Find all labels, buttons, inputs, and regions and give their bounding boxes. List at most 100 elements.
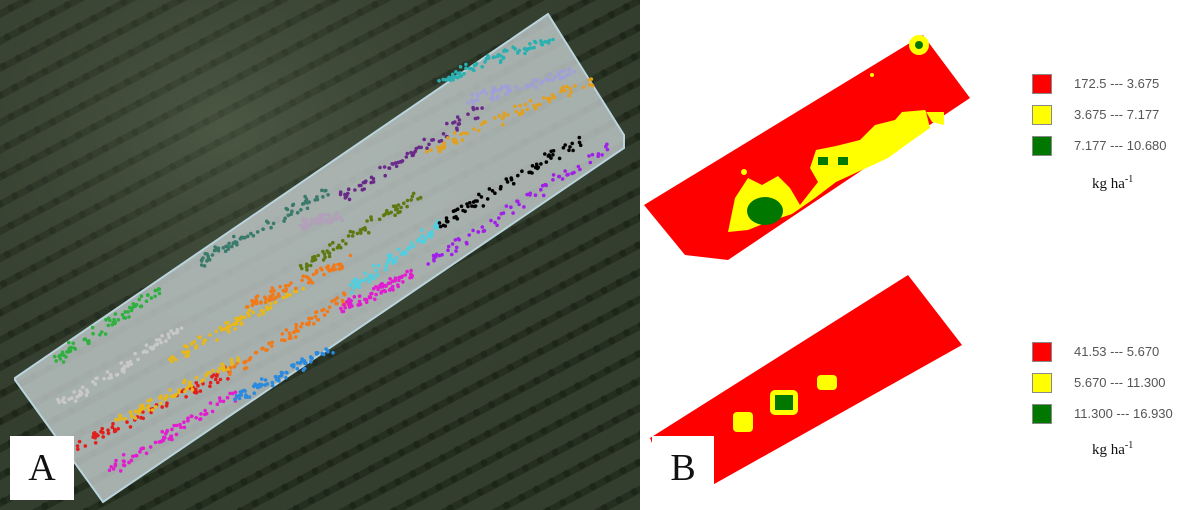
plant-point: [91, 331, 95, 336]
plant-point: [154, 338, 159, 342]
plant-point: [309, 316, 314, 321]
plant-point: [216, 380, 220, 385]
legend-item: 11.300 --- 16.930: [1032, 402, 1192, 427]
plant-point: [410, 153, 415, 158]
plant-point: [222, 368, 227, 372]
plant-point: [229, 357, 234, 362]
plant-point: [68, 349, 73, 353]
legend-unit: kg ha-1: [1092, 174, 1133, 193]
plant-point: [515, 50, 520, 55]
plant-point: [501, 56, 506, 60]
plant-point: [174, 423, 179, 428]
plant-point: [179, 326, 184, 330]
plant-point: [315, 197, 320, 202]
plant-point: [515, 199, 519, 203]
plant-point: [328, 243, 332, 247]
plant-point: [210, 409, 215, 414]
plant-point: [390, 162, 395, 166]
plant-point: [371, 180, 376, 184]
plant-point: [160, 405, 164, 409]
plant-point: [553, 75, 557, 80]
plant-point: [596, 154, 600, 158]
plant-point: [243, 315, 247, 320]
plant-point: [405, 198, 410, 203]
plant-point: [112, 317, 116, 322]
plant-point: [109, 465, 113, 469]
plant-point: [214, 248, 219, 252]
plant-point: [100, 426, 104, 431]
plant-point: [106, 431, 111, 436]
plant-point: [577, 140, 582, 145]
plant-point: [409, 150, 413, 155]
plant-point: [150, 408, 155, 412]
plant-point: [420, 228, 424, 232]
plant-point: [166, 332, 171, 337]
plant-point: [473, 199, 478, 203]
plant-point: [316, 351, 320, 355]
plant-point: [399, 205, 403, 210]
plant-point: [499, 211, 504, 216]
plant-point: [290, 203, 295, 207]
plant-point: [367, 280, 372, 284]
plant-point: [416, 197, 420, 201]
plant-point: [58, 353, 62, 358]
plant-point: [294, 326, 298, 330]
plant-point: [114, 418, 118, 422]
plant-point: [141, 446, 146, 451]
plant-point: [232, 234, 236, 239]
plant-point: [182, 425, 187, 430]
plant-point: [499, 184, 503, 189]
plant-point: [314, 271, 319, 275]
plant-point: [422, 137, 427, 142]
plant-point: [479, 122, 484, 127]
plant-point: [226, 247, 231, 251]
plant-point: [62, 396, 66, 400]
plant-point: [547, 153, 551, 157]
plant-point: [237, 396, 242, 401]
plant-point: [466, 101, 470, 105]
plant-point: [340, 309, 345, 314]
legend-item: 5.670 --- 11.300: [1032, 371, 1192, 396]
plant-point: [527, 84, 531, 89]
plant-point: [498, 53, 503, 58]
plant-point: [91, 380, 95, 384]
plant-point: [144, 299, 149, 304]
plant-point: [189, 384, 194, 388]
plant-point: [441, 223, 446, 228]
plant-point: [348, 302, 353, 306]
plant-point: [160, 429, 164, 434]
plant-point: [226, 327, 230, 332]
plant-point: [83, 337, 87, 341]
plant-point: [233, 240, 237, 244]
plant-point: [314, 310, 319, 314]
legend-range-label: 41.53 --- 5.670: [1074, 344, 1160, 359]
plant-point: [335, 245, 340, 250]
plant-point: [184, 386, 189, 391]
plant-point: [326, 250, 331, 255]
plant-point: [228, 372, 232, 377]
plant-point: [491, 86, 496, 90]
plant-point: [367, 295, 372, 299]
plant-point: [489, 218, 493, 223]
plant-point: [387, 256, 392, 261]
plant-point: [429, 148, 433, 152]
legend-item: 172.5 --- 3.675: [1032, 72, 1192, 97]
plant-point: [407, 245, 412, 249]
plant-point: [535, 166, 540, 171]
plant-point: [522, 205, 526, 209]
plant-point: [375, 273, 380, 277]
plant-point: [331, 351, 335, 355]
plant-point: [159, 340, 163, 345]
plant-point: [388, 277, 392, 281]
plant-point: [164, 430, 169, 434]
plant-point: [167, 437, 172, 441]
plant-point: [373, 297, 377, 302]
plant-point: [539, 39, 543, 43]
plant-point: [442, 145, 447, 150]
plant-point: [98, 333, 102, 337]
plant-point: [52, 354, 57, 359]
plant-point: [477, 128, 481, 133]
plant-point: [304, 275, 309, 279]
plant-point: [543, 40, 548, 44]
plant-point: [279, 370, 284, 375]
